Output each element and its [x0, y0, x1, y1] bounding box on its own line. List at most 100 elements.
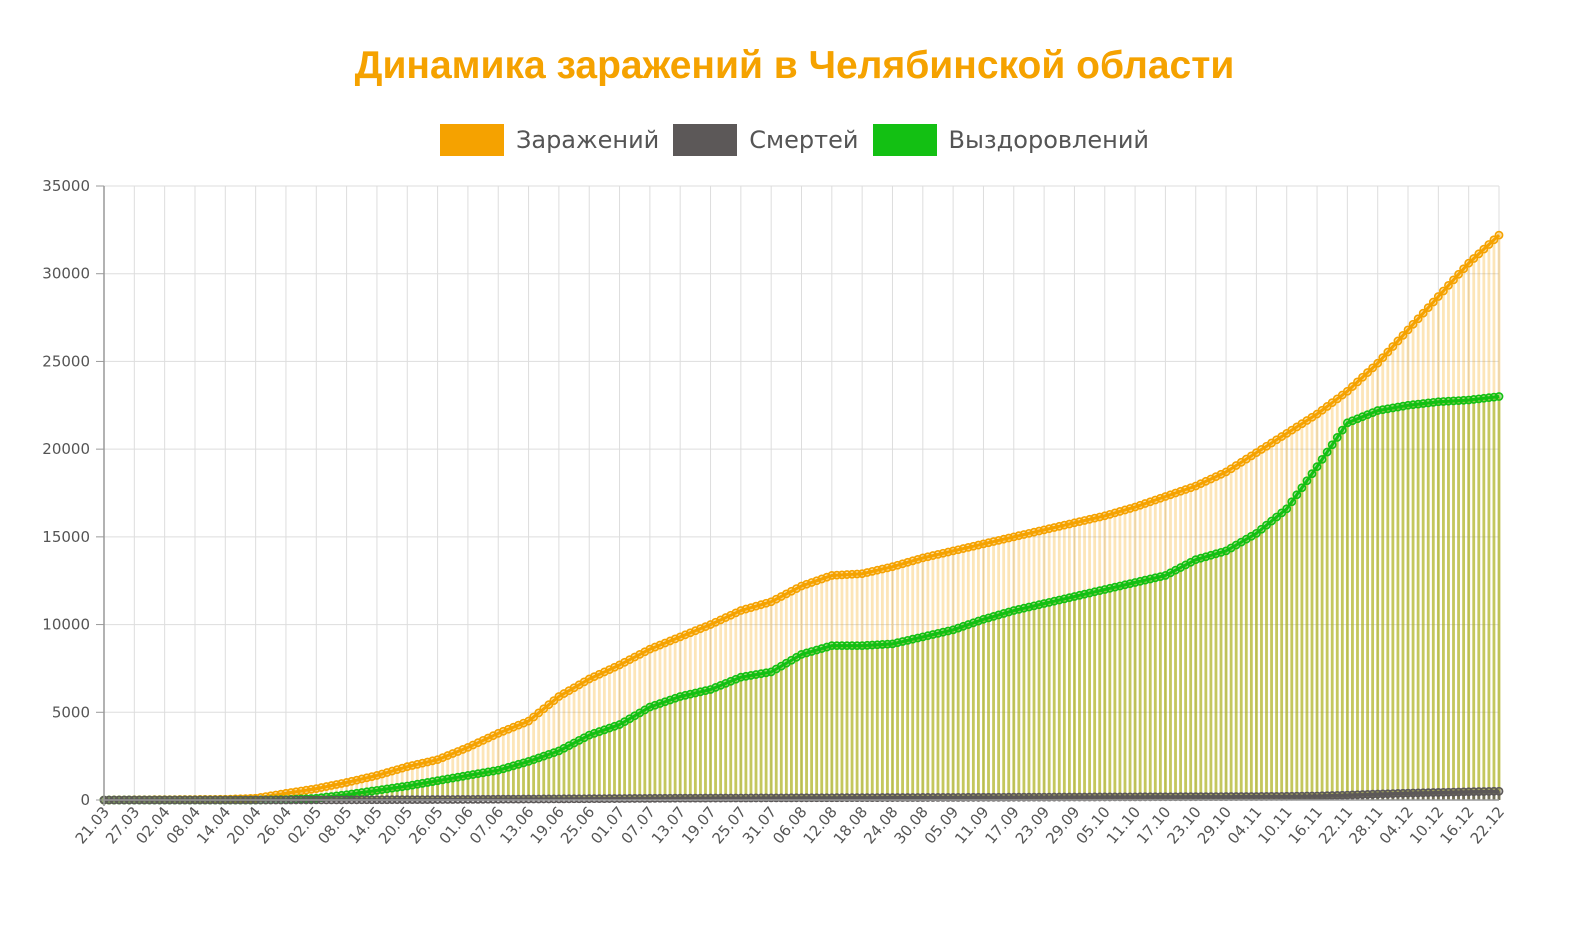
bar-recoveries — [1047, 602, 1051, 800]
bar-recoveries — [880, 644, 884, 800]
bar-deaths — [1330, 795, 1334, 800]
bar-deaths — [1280, 796, 1284, 800]
bar-deaths — [1194, 796, 1198, 800]
bar-recoveries — [820, 648, 824, 800]
bar-deaths — [1148, 796, 1152, 800]
legend-label-deaths: Смертей — [749, 126, 859, 154]
legend-item-deaths[interactable]: Смертей — [673, 124, 859, 156]
bar-infections — [264, 796, 268, 800]
bar-recoveries — [1260, 529, 1263, 800]
bar-recoveries — [784, 663, 788, 800]
bar-deaths — [1204, 796, 1208, 800]
bar-recoveries — [602, 729, 606, 800]
point-recoveries — [1292, 490, 1302, 500]
bar-recoveries — [1416, 404, 1420, 800]
bar-recoveries — [855, 645, 859, 800]
bar-recoveries — [1123, 584, 1127, 800]
y-tick-labels: 0 5000 10000 15000 20000 25000 30000 35000 — [42, 177, 104, 809]
bar-recoveries — [1093, 591, 1097, 800]
legend-item-infections[interactable]: Заражений — [439, 124, 660, 156]
bar-recoveries — [537, 757, 541, 800]
bar-recoveries — [1452, 400, 1455, 800]
y-tick-label: 5000 — [52, 703, 90, 721]
bar-recoveries — [1012, 610, 1016, 800]
bar-recoveries — [380, 789, 384, 800]
bar-recoveries — [734, 679, 738, 800]
bar-recoveries — [1179, 567, 1182, 800]
point-recoveries — [1312, 462, 1322, 472]
bar-recoveries — [891, 643, 894, 800]
bar-recoveries — [1062, 598, 1066, 800]
bar-recoveries — [840, 645, 844, 800]
bar-infections — [552, 700, 556, 800]
bar-recoveries — [471, 774, 475, 800]
point-infections — [1428, 297, 1438, 307]
bar-recoveries — [1133, 582, 1137, 800]
bar-recoveries — [1022, 608, 1026, 800]
bar-recoveries — [1164, 575, 1167, 800]
bar-recoveries — [714, 687, 717, 800]
bar-recoveries — [1275, 516, 1278, 800]
bar-recoveries — [1032, 605, 1036, 800]
legend-label-infections: Заражений — [515, 126, 660, 154]
point-infections — [1418, 308, 1428, 318]
legend-swatch-infections — [439, 124, 504, 156]
bar-infections — [476, 742, 480, 800]
bar-recoveries — [441, 779, 445, 800]
bar-deaths — [1113, 796, 1117, 800]
bar-recoveries — [1335, 437, 1339, 800]
bar-recoveries — [1391, 407, 1395, 800]
bar-recoveries — [1310, 473, 1314, 800]
bar-deaths — [1118, 796, 1122, 800]
bar-recoveries — [790, 660, 793, 800]
bar-recoveries — [436, 780, 439, 800]
bar-recoveries — [1411, 404, 1415, 800]
bar-recoveries — [385, 788, 389, 800]
bar-recoveries — [461, 776, 465, 800]
bar-recoveries — [1037, 604, 1041, 800]
bar-deaths — [1315, 795, 1319, 800]
bar-recoveries — [522, 762, 525, 800]
bar-recoveries — [592, 733, 596, 800]
bar-recoveries — [769, 671, 773, 800]
chart-axes — [103, 186, 1499, 806]
legend-item-recoveries[interactable]: Выздоровлений — [872, 124, 1149, 156]
bar-recoveries — [1148, 578, 1152, 800]
y-tick-label: 15000 — [42, 528, 90, 546]
bar-recoveries — [643, 709, 647, 800]
bar-recoveries — [623, 721, 626, 800]
bar-recoveries — [577, 740, 581, 800]
bar-recoveries — [693, 692, 697, 800]
bar-recoveries — [582, 737, 586, 800]
bar-recoveries — [466, 775, 470, 800]
bar-recoveries — [1108, 588, 1112, 800]
point-infections — [1459, 264, 1469, 274]
bar-recoveries — [835, 645, 839, 800]
bar-recoveries — [1431, 402, 1435, 800]
bar-recoveries — [1189, 562, 1193, 800]
bar-infections — [517, 725, 520, 800]
bar-recoveries — [1214, 553, 1218, 800]
point-infections — [1398, 331, 1408, 340]
bar-recoveries — [1487, 397, 1491, 800]
bar-infections — [461, 749, 465, 800]
bar-recoveries — [335, 795, 338, 800]
chart-legend: Заражений Смертей Выздоровлений — [0, 124, 1589, 156]
bar-recoveries — [886, 644, 889, 800]
bar-recoveries — [1219, 552, 1223, 800]
bar-recoveries — [1239, 542, 1243, 800]
bar-recoveries — [764, 672, 768, 800]
bar-deaths — [1093, 796, 1097, 800]
point-recoveries — [1337, 425, 1347, 435]
bar-infections — [466, 747, 470, 800]
bar-recoveries — [926, 635, 930, 800]
bar-recoveries — [1073, 596, 1076, 800]
bar-recoveries — [921, 636, 925, 800]
bar-recoveries — [729, 681, 733, 800]
bar-recoveries — [421, 783, 424, 800]
bar-recoveries — [552, 752, 556, 800]
bar-recoveries — [572, 742, 576, 800]
chart-title: Динамика заражений в Челябинской области — [354, 44, 1235, 87]
bar-recoveries — [941, 632, 945, 800]
bar-deaths — [1164, 796, 1167, 800]
